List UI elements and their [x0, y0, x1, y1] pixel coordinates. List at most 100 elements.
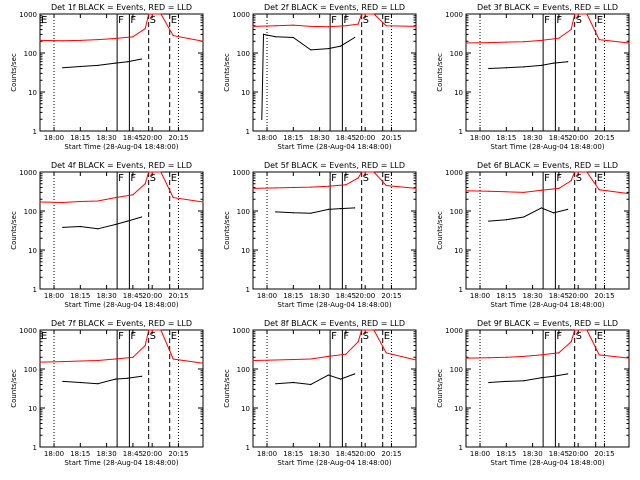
plot-frame: [465, 329, 630, 448]
series-point: [488, 190, 490, 192]
x-axis-label: Start Time (28-Aug-04 18:48:00): [490, 143, 604, 151]
series-point: [415, 359, 417, 361]
series-point: [292, 24, 294, 26]
series-point: [172, 358, 174, 360]
series-events: [488, 373, 568, 383]
series-point: [327, 185, 329, 187]
series-point: [39, 39, 41, 42]
series-point: [310, 383, 312, 386]
panel-title: Det 9f BLACK = Events, RED = LLD: [477, 319, 618, 328]
series-point: [345, 184, 347, 186]
marker-label: F: [556, 15, 562, 26]
marker-label: F: [130, 15, 136, 26]
y-tick-label: 10: [241, 247, 250, 255]
panel-2: Det 2f BLACK = Events, RED = LLD 1 10 100 10…: [223, 3, 417, 151]
series-point: [340, 378, 342, 380]
panel-title: Det 8f BLACK = Events, RED = LLD: [264, 319, 405, 328]
marker-label: S: [150, 331, 156, 342]
panel-1: Det 1f BLACK = Events, RED = LLD 1 10 100 10…: [10, 3, 204, 151]
marker-label: E: [384, 173, 390, 184]
series-point: [586, 13, 588, 15]
series-point: [505, 191, 507, 193]
y-tick-label: 100: [24, 50, 37, 58]
panel-6: Det 6f BLACK = Events, RED = LLD 1 10 100 10…: [436, 161, 630, 309]
series-point: [361, 13, 363, 15]
y-tick-label: 1000: [445, 169, 463, 177]
series-point: [523, 216, 525, 218]
series-point: [97, 200, 99, 202]
y-tick-label: 1000: [232, 327, 250, 335]
y-tick-label: 10: [454, 247, 463, 255]
series-point: [505, 356, 507, 358]
series-point: [598, 189, 600, 191]
series-point: [79, 200, 81, 203]
series-point: [327, 355, 329, 358]
series-point: [415, 25, 417, 28]
marker-label: F: [544, 173, 550, 184]
panel-title: Det 6f BLACK = Events, RED = LLD: [477, 161, 618, 170]
y-tick-label: 1000: [445, 327, 463, 335]
x-tick-label: 18:00: [44, 292, 64, 300]
x-tick-label: 18:00: [257, 134, 277, 142]
marker-label: S: [363, 331, 369, 342]
series-point: [523, 380, 525, 382]
marker-label: F: [130, 331, 136, 342]
x-tick-label: 20:15: [381, 292, 401, 300]
series-point: [340, 45, 342, 47]
series-point: [252, 359, 254, 362]
series-point: [553, 62, 555, 64]
series-events: [62, 375, 142, 385]
series-point: [141, 216, 143, 218]
y-tick-label: 10: [454, 89, 463, 97]
series-point: [114, 62, 116, 64]
series-point: [465, 357, 467, 359]
marker-label: S: [363, 173, 369, 184]
series-point: [97, 383, 99, 385]
series-point: [540, 64, 542, 67]
x-axis-label: Start Time (28-Aug-04 18:48:00): [277, 301, 391, 309]
series-point: [62, 380, 64, 383]
series-point: [252, 25, 254, 28]
y-axis-label: Counts/sec: [223, 369, 231, 408]
marker-label: F: [343, 15, 349, 26]
series-point: [553, 375, 555, 377]
series-point: [62, 201, 64, 204]
x-axis-label: Start Time (28-Aug-04 18:48:00): [64, 459, 178, 467]
series-point: [327, 374, 329, 376]
series-point: [570, 180, 572, 182]
x-tick-label: 20:00: [568, 292, 588, 300]
series-point: [148, 171, 150, 173]
series-point: [327, 26, 329, 28]
panel-4: Det 4f BLACK = Events, RED = LLD 1 10 100 10…: [10, 161, 204, 309]
marker-label: E: [597, 331, 603, 342]
series-point: [97, 64, 99, 67]
series-point: [132, 356, 134, 358]
y-tick-label: 10: [454, 405, 463, 413]
series-point: [345, 353, 347, 355]
x-tick-label: 18:45: [123, 292, 143, 300]
y-axis-label: Counts/sec: [436, 53, 444, 92]
x-tick-label: 18:45: [336, 134, 356, 142]
series-point: [148, 13, 150, 15]
series-point: [310, 49, 312, 51]
marker-label: S: [576, 15, 582, 26]
series-point: [97, 39, 99, 41]
series-point: [292, 381, 294, 384]
marker-label: S: [576, 173, 582, 184]
x-axis-label: Start Time (28-Aug-04 18:48:00): [64, 301, 178, 309]
series-point: [628, 42, 630, 44]
series-point: [310, 25, 312, 28]
panel-title: Det 5f BLACK = Events, RED = LLD: [264, 161, 405, 170]
series-point: [79, 381, 81, 384]
marker-label: E: [41, 15, 47, 26]
x-tick-label: 18:15: [283, 134, 303, 142]
series-point: [357, 341, 359, 343]
x-tick-label: 20:15: [168, 134, 188, 142]
y-tick-label: 10: [241, 405, 250, 413]
y-axis-label: Counts/sec: [436, 211, 444, 250]
series-point: [310, 212, 312, 214]
series-point: [97, 359, 99, 362]
y-tick-label: 10: [28, 89, 37, 97]
series-point: [148, 329, 150, 331]
series-point: [39, 201, 41, 203]
